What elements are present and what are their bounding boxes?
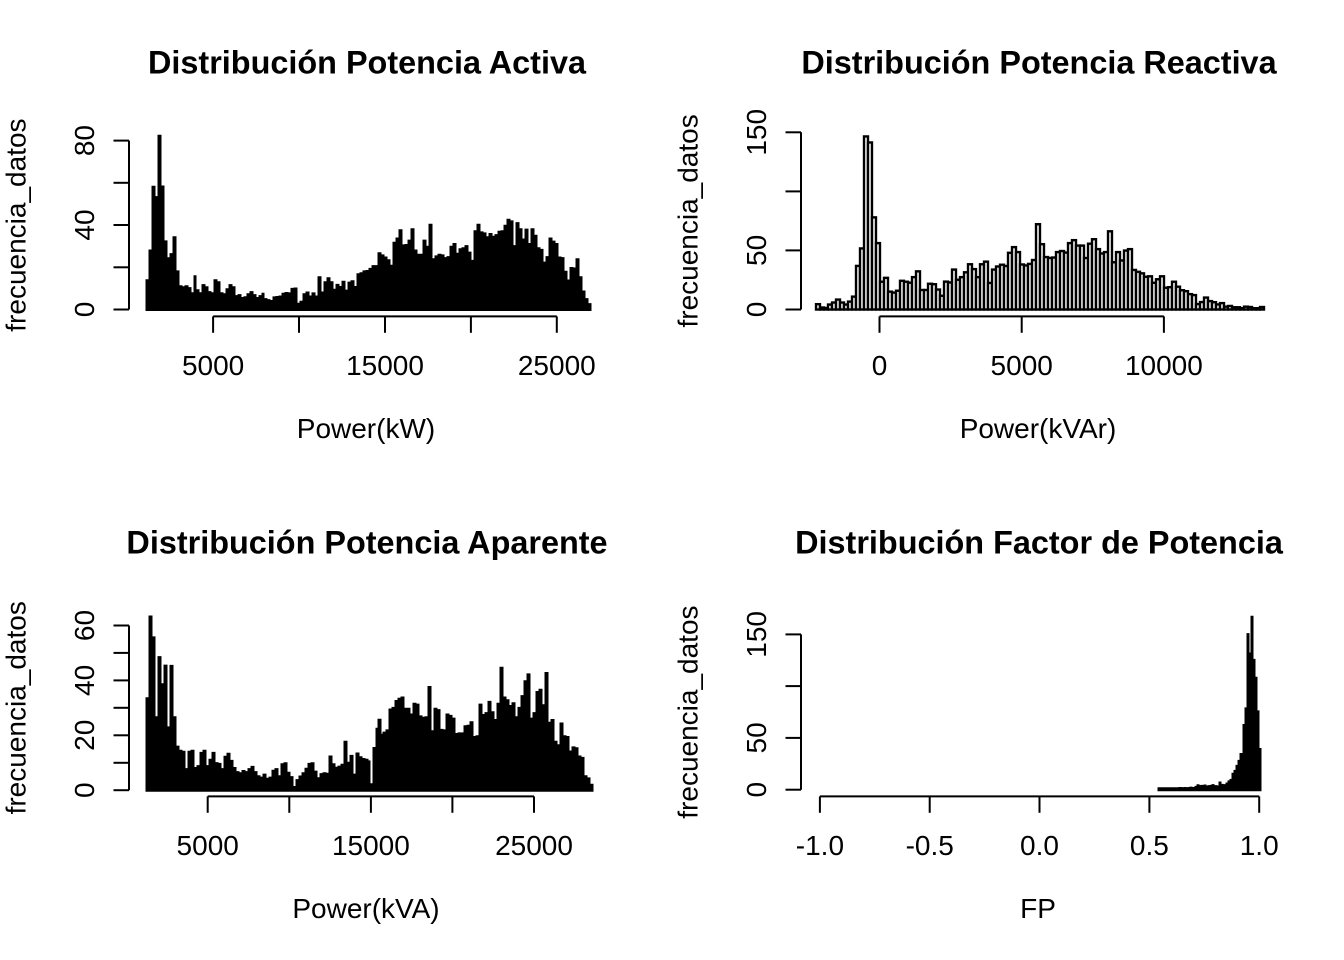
svg-text:Power(kVAr): Power(kVAr) [960, 413, 1117, 444]
svg-text:50: 50 [741, 235, 772, 266]
svg-text:5000: 5000 [177, 830, 239, 861]
svg-text:FP: FP [1020, 893, 1056, 924]
svg-text:frecuencia_datos: frecuencia_datos [673, 605, 704, 818]
svg-text:0.0: 0.0 [1020, 830, 1059, 861]
svg-text:5000: 5000 [182, 350, 244, 381]
svg-text:Distribución Potencia Activa: Distribución Potencia Activa [148, 45, 587, 81]
svg-text:1.0: 1.0 [1240, 830, 1279, 861]
svg-text:0: 0 [872, 350, 888, 381]
svg-text:80: 80 [69, 125, 100, 156]
svg-text:10000: 10000 [1125, 350, 1203, 381]
svg-text:150: 150 [741, 109, 772, 156]
svg-text:0.5: 0.5 [1130, 830, 1169, 861]
svg-text:Distribución Factor de Potenci: Distribución Factor de Potencia [795, 525, 1284, 561]
svg-text:Distribución Potencia Aparente: Distribución Potencia Aparente [126, 525, 607, 561]
svg-text:Power(kW): Power(kW) [297, 413, 435, 444]
svg-text:15000: 15000 [346, 350, 424, 381]
svg-text:frecuencia_datos: frecuencia_datos [673, 114, 704, 327]
svg-text:15000: 15000 [332, 830, 410, 861]
svg-text:25000: 25000 [518, 350, 596, 381]
svg-text:60: 60 [69, 610, 100, 641]
svg-text:20: 20 [69, 720, 100, 751]
svg-text:frecuencia_datos: frecuencia_datos [1, 118, 32, 331]
svg-text:0: 0 [69, 302, 100, 318]
svg-text:50: 50 [741, 722, 772, 753]
svg-text:40: 40 [69, 209, 100, 240]
svg-text:150: 150 [741, 611, 772, 658]
svg-text:Distribución Potencia Reactiva: Distribución Potencia Reactiva [801, 45, 1277, 81]
svg-text:-1.0: -1.0 [796, 830, 844, 861]
svg-text:Power(kVA): Power(kVA) [292, 893, 439, 924]
svg-text:0: 0 [69, 782, 100, 798]
svg-text:40: 40 [69, 665, 100, 696]
svg-text:25000: 25000 [495, 830, 573, 861]
svg-text:frecuencia_datos: frecuencia_datos [1, 601, 32, 814]
svg-text:5000: 5000 [991, 350, 1053, 381]
svg-text:-0.5: -0.5 [906, 830, 954, 861]
svg-text:0: 0 [741, 782, 772, 798]
svg-text:0: 0 [741, 302, 772, 318]
